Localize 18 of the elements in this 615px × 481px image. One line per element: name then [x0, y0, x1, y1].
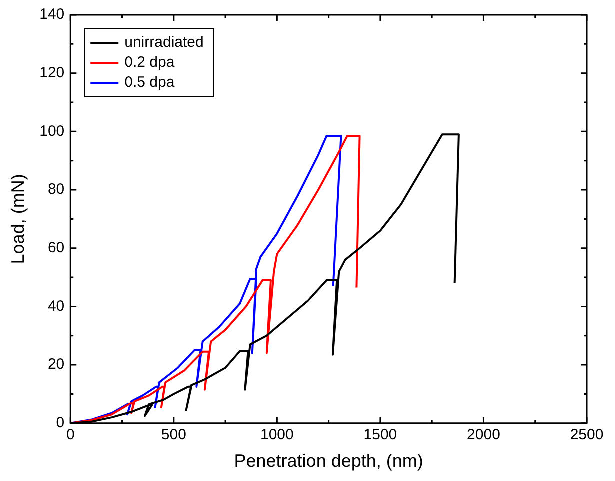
x-tick-label: 1500 — [364, 426, 398, 444]
x-tick-label: 1000 — [260, 426, 294, 444]
y-tick-label: 20 — [48, 356, 65, 374]
x-tick-label: 500 — [161, 426, 186, 444]
y-tick-label: 120 — [40, 64, 65, 82]
y-tick-label: 40 — [48, 298, 65, 315]
x-tick-label: 2000 — [467, 426, 500, 444]
y-tick-label: 60 — [48, 240, 65, 257]
y-tick-label: 0 — [56, 414, 65, 432]
legend-label: unirradiated — [124, 34, 204, 52]
x-tick-label: 2500 — [570, 426, 604, 444]
y-axis-title: Load, (mN) — [8, 174, 28, 264]
legend-label: 0.5 dpa — [124, 74, 176, 92]
x-axis-title: Penetration depth, (nm) — [234, 451, 424, 472]
y-tick-label: 140 — [40, 6, 65, 24]
legend-label: 0.2 dpa — [124, 54, 176, 72]
y-tick-label: 100 — [40, 122, 65, 140]
y-tick-label: 80 — [48, 181, 65, 198]
